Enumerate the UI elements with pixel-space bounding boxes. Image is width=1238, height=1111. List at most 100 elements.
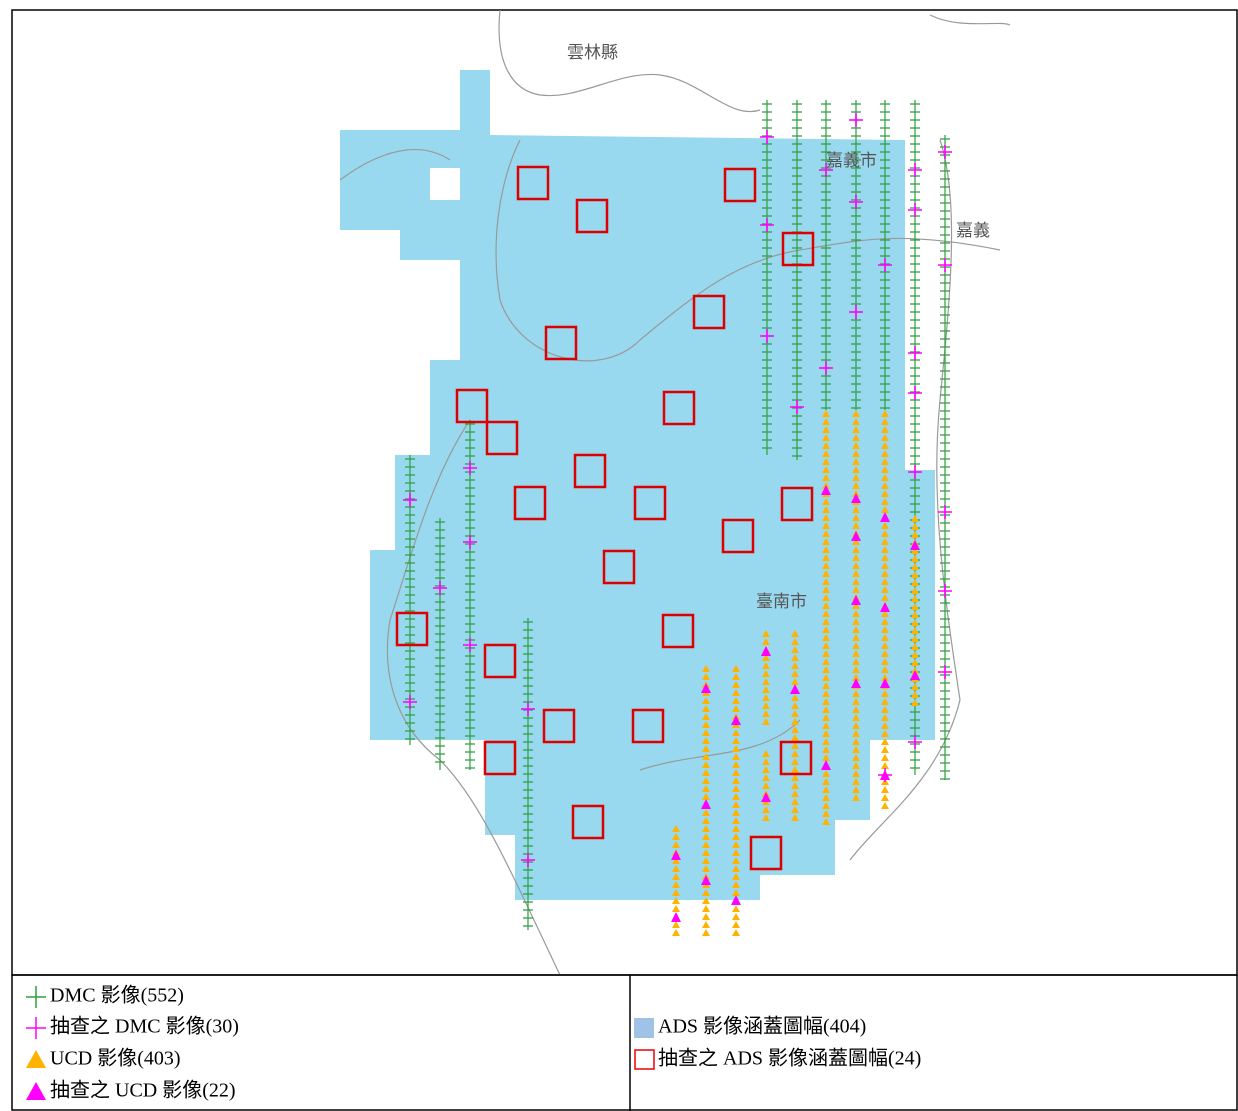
ucd-line xyxy=(852,410,860,801)
ucd-checked xyxy=(851,493,861,503)
ads-checked xyxy=(633,485,667,521)
ads-checked xyxy=(631,708,665,744)
ads-checked xyxy=(542,708,576,744)
dmc-checked xyxy=(521,853,535,867)
dmc-checked xyxy=(463,535,477,549)
dmc-checked xyxy=(938,584,952,598)
dmc-checked xyxy=(433,581,447,595)
ads-checked xyxy=(544,325,578,361)
ucd-line xyxy=(791,630,799,821)
ads-checked xyxy=(573,453,607,489)
dmc-line xyxy=(821,100,831,410)
ucd-checked xyxy=(671,850,681,860)
icon-dmc-check xyxy=(26,1017,46,1039)
dmc-checked xyxy=(908,735,922,749)
ads-checked xyxy=(602,549,636,585)
dmc-checked xyxy=(849,305,863,319)
gap xyxy=(460,40,490,70)
dmc-checked xyxy=(819,361,833,375)
ads-checked xyxy=(575,198,609,234)
ads-checked xyxy=(513,485,547,521)
ucd-checked xyxy=(671,912,681,922)
dmc-checked xyxy=(908,163,922,177)
dmc-checked xyxy=(908,203,922,217)
ads-checked xyxy=(781,231,815,267)
ucd-checked xyxy=(910,670,920,680)
ads-checked xyxy=(780,486,814,522)
dmc-line xyxy=(940,135,950,780)
icon-ucd-check xyxy=(26,1082,46,1100)
ucd-checked xyxy=(731,715,741,725)
ucd-checked xyxy=(851,531,861,541)
boundary xyxy=(849,139,961,861)
ads-checked xyxy=(485,420,519,456)
ucd-line xyxy=(672,825,680,936)
dmc-checked xyxy=(819,163,833,177)
dmc-checked xyxy=(760,329,774,343)
ucd-checked xyxy=(701,799,711,809)
ads-checked xyxy=(483,643,517,679)
ads-checked xyxy=(779,740,813,776)
ucd-checked xyxy=(880,770,890,780)
ads-coverage xyxy=(340,40,935,900)
dmc-checked xyxy=(521,702,535,716)
dmc-checked xyxy=(403,695,417,709)
legend-text: UCD 影像(403) xyxy=(50,1047,181,1070)
dmc-checked xyxy=(908,346,922,360)
icon-dmc xyxy=(26,986,46,1008)
icon-ads-check xyxy=(634,1049,655,1070)
ucd-checked xyxy=(761,792,771,802)
legend-icons xyxy=(26,986,655,1100)
dmc-checked xyxy=(760,130,774,144)
legend-text: 抽查之 ADS 影像涵蓋圖幅(24) xyxy=(658,1047,921,1070)
ucd-line xyxy=(732,665,740,936)
legend-frame xyxy=(11,974,1238,1111)
ads-checked xyxy=(395,611,429,647)
ucd-checked xyxy=(821,760,831,770)
boundaries xyxy=(339,9,1011,976)
ucd-checked xyxy=(761,646,771,656)
dmc-checked xyxy=(760,218,774,232)
ads-checked xyxy=(661,613,695,649)
dmc-checked xyxy=(403,493,417,507)
ads-checked xyxy=(662,390,696,426)
dmc-checked xyxy=(878,258,892,272)
dmc-checked xyxy=(849,113,863,127)
ucd-checked xyxy=(701,875,711,885)
ucd-checked xyxy=(910,540,920,550)
boundary xyxy=(498,9,761,113)
ucd-checked xyxy=(821,485,831,495)
legend-text: ADS 影像涵蓋圖幅(404) xyxy=(658,1015,866,1038)
dmc-checked xyxy=(463,461,477,475)
ads-checked xyxy=(723,167,757,203)
ucd-line xyxy=(881,410,889,809)
legend-text: DMC 影像(552) xyxy=(50,984,184,1007)
place-label: 臺南市 xyxy=(756,592,807,612)
ucd-line xyxy=(762,750,770,821)
ads-checked xyxy=(721,518,755,554)
ucd-line xyxy=(702,665,710,936)
legend-text: 抽查之 UCD 影像(22) xyxy=(50,1079,236,1102)
dmc-checked xyxy=(790,400,804,414)
ucd-checked xyxy=(851,678,861,688)
dmc-checked xyxy=(908,465,922,479)
boundary xyxy=(495,139,1001,362)
place-label: 雲林縣 xyxy=(567,43,618,63)
dmc-checked xyxy=(938,258,952,272)
ads-checked xyxy=(692,294,726,330)
dmc-checked xyxy=(908,386,922,400)
ads-checked xyxy=(455,388,489,424)
legend-text: 抽查之 DMC 影像(30) xyxy=(50,1015,239,1038)
ucd-checked xyxy=(701,683,711,693)
ads-checked xyxy=(571,804,605,840)
ucd-checked xyxy=(880,678,890,688)
place-label: 嘉義市 xyxy=(826,151,877,171)
dmc-checked xyxy=(938,145,952,159)
coastline xyxy=(339,149,561,976)
dmc-checked xyxy=(849,195,863,209)
ads-checked xyxy=(483,740,517,776)
dmc-line xyxy=(792,100,802,460)
icon-ucd xyxy=(26,1050,46,1068)
